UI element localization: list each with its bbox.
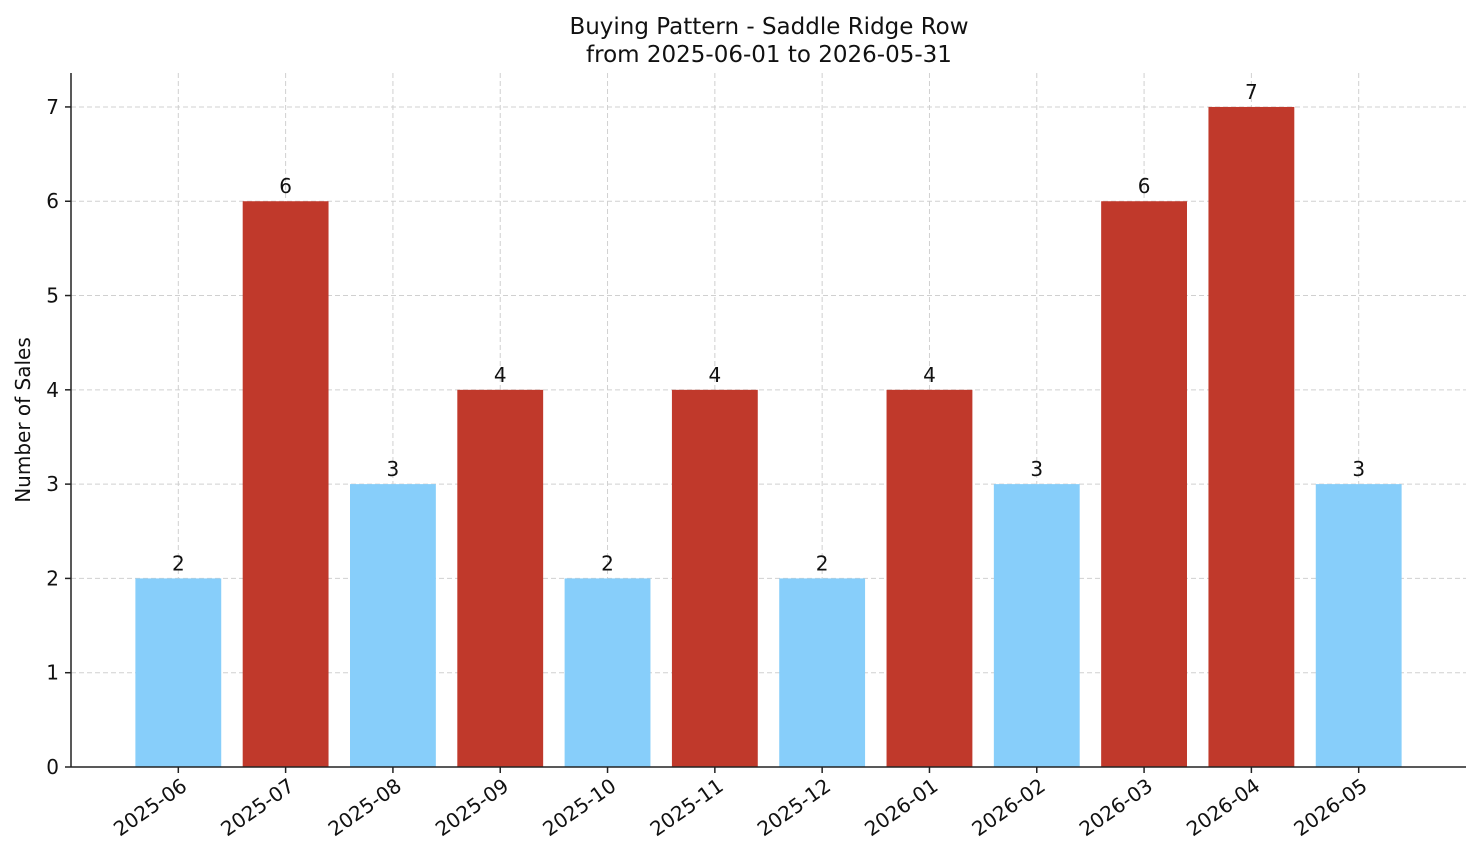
data-label: 4 <box>494 363 507 387</box>
y-tick-label: 4 <box>46 378 59 402</box>
bar <box>350 484 436 767</box>
x-tick-label: 2025-09 <box>431 773 513 841</box>
y-tick-label: 2 <box>46 566 59 590</box>
chart-subtitle: from 2025-06-01 to 2026-05-31 <box>586 42 952 68</box>
y-tick-label: 6 <box>46 189 59 213</box>
x-tick-label: 2026-04 <box>1182 773 1264 841</box>
data-label: 2 <box>172 551 185 575</box>
x-tick-label: 2026-03 <box>1075 773 1157 841</box>
x-tick-label: 2026-02 <box>967 773 1049 841</box>
x-tick-label: 2025-12 <box>753 773 835 841</box>
data-label: 3 <box>1352 457 1365 481</box>
chart-title: Buying Pattern - Saddle Ridge Row <box>569 14 968 40</box>
bar <box>1208 106 1295 767</box>
x-tick-label: 2026-05 <box>1289 773 1371 841</box>
bar <box>671 389 758 767</box>
x-tick-label: 2025-11 <box>645 773 727 841</box>
bar <box>242 201 329 767</box>
data-label: 2 <box>816 551 829 575</box>
bar <box>1315 484 1402 767</box>
x-tick-label: 2025-07 <box>216 773 298 841</box>
y-tick-label: 5 <box>46 284 59 308</box>
y-tick-label: 3 <box>46 472 59 496</box>
bar <box>135 578 222 767</box>
x-tick-label: 2025-08 <box>324 773 406 841</box>
y-tick-label: 7 <box>46 95 59 119</box>
x-tick-label: 2025-10 <box>538 773 620 841</box>
bar <box>564 578 651 767</box>
bar <box>886 389 973 767</box>
bar <box>457 389 544 767</box>
y-tick-label: 1 <box>46 661 59 685</box>
bar <box>1101 201 1187 767</box>
data-label: 6 <box>279 174 292 198</box>
y-tick-label: 0 <box>46 755 59 779</box>
x-tick-label: 2025-06 <box>109 773 191 841</box>
data-label: 6 <box>1138 174 1151 198</box>
bar <box>993 484 1080 767</box>
x-tick-label: 2026-01 <box>860 773 942 841</box>
data-label: 3 <box>387 457 400 481</box>
data-label: 7 <box>1245 80 1258 104</box>
data-label: 4 <box>923 363 936 387</box>
data-label: 4 <box>708 363 721 387</box>
bar <box>779 578 866 767</box>
data-label: 3 <box>1030 457 1043 481</box>
data-label: 2 <box>601 551 614 575</box>
y-axis-label: Number of Sales <box>11 337 35 503</box>
